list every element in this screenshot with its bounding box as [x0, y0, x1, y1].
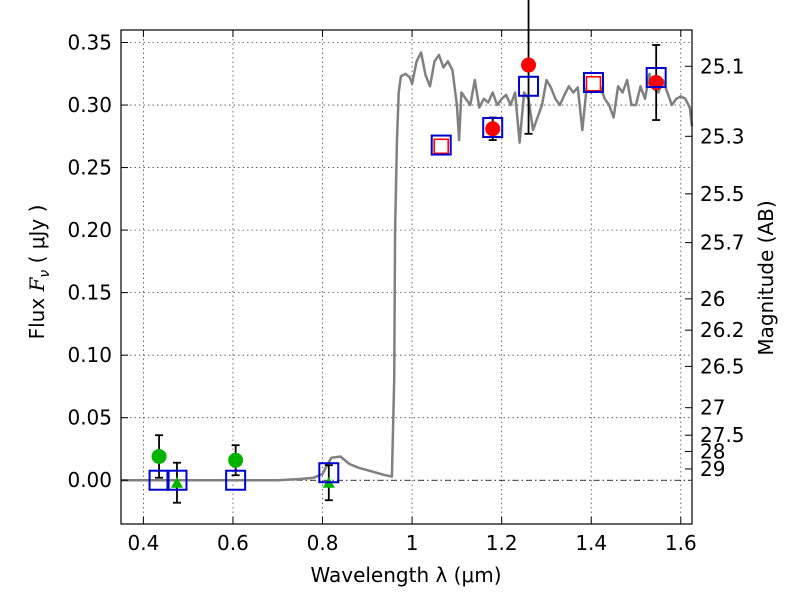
model-square-marker: [582, 72, 604, 94]
y-axis-label-text: Flux: [25, 291, 49, 339]
x-tick-label: 1.2: [486, 531, 518, 555]
magnitude-tick-label: 25.3: [700, 124, 745, 148]
x-axis-label: Wavelength λ (μm): [310, 563, 501, 587]
x-tick-label: 1: [406, 531, 419, 555]
y-tick-label: 0.35: [67, 31, 112, 55]
y-axis-label-units: ( μJy ): [25, 205, 49, 270]
magnitude-tick-label: 27: [700, 396, 725, 420]
x-tick-label: 0.8: [307, 531, 339, 555]
y-tick-label: 0.15: [67, 281, 112, 305]
y-axis-label: Flux Fν ( μJy ): [25, 205, 53, 340]
red-circle-marker: [521, 57, 537, 73]
magnitude-tick-label: 26.5: [700, 354, 745, 378]
y-tick-labels: 0.00 0.05 0.10 0.15 0.20 0.25 0.30 0.35: [67, 31, 112, 493]
magnitude-tick-label: 29: [700, 457, 725, 481]
magnitude-tick-label: 26.2: [700, 318, 745, 342]
y-tick-label: 0.30: [67, 93, 112, 117]
magnitude-tick-label: 27.5: [700, 423, 745, 447]
model-square-marker: [518, 75, 540, 97]
model-spectrum-line: [121, 51, 694, 482]
y-tick-label: 0.25: [67, 156, 112, 180]
y-tick-label: 0.20: [67, 218, 112, 242]
green-circle-marker: [228, 452, 244, 468]
red-square-marker: [585, 75, 602, 92]
y-axis-label-symbol: F: [25, 276, 49, 292]
magnitude-tick-label: 28: [700, 439, 725, 463]
red-circle-marker: [485, 121, 501, 137]
model-square-marker: [645, 67, 667, 89]
axis-ticks: [121, 30, 692, 524]
x-tick-label: 0.4: [127, 531, 159, 555]
x-tick-labels: 0.4 0.6 0.8 1 1.2 1.4 1.6: [127, 531, 696, 555]
magnitude-tick-label: 25.1: [700, 54, 745, 78]
magnitude-tick-label: 25.5: [700, 182, 745, 206]
green-circle-marker: [151, 448, 167, 464]
plot-frame: [120, 29, 693, 525]
y-tick-label: 0.05: [67, 406, 112, 430]
model-square-marker: [318, 462, 340, 484]
green-triangle-marker: [170, 476, 183, 488]
model-square-marker: [482, 117, 504, 139]
y-tick-label: 0.10: [67, 343, 112, 367]
x-tick-label: 1.6: [665, 531, 697, 555]
model-square-marker: [148, 469, 170, 491]
x-tick-label: 0.6: [217, 531, 249, 555]
model-square-marker: [225, 469, 247, 491]
y-tick-label: 0.00: [67, 468, 112, 492]
magnitude-tick-label: 25.7: [700, 231, 745, 255]
model-square-marker: [166, 469, 188, 491]
data-markers: [148, 57, 667, 491]
secondary-y-axis-label: Magnitude (AB): [754, 200, 778, 355]
magnitude-tick-label: 26: [700, 287, 725, 311]
model-square-marker: [430, 134, 452, 156]
red-square-marker: [433, 138, 450, 155]
x-tick-label: 1.4: [575, 531, 607, 555]
y-axis-label-subscript: ν: [37, 270, 53, 278]
grid: [121, 30, 692, 524]
